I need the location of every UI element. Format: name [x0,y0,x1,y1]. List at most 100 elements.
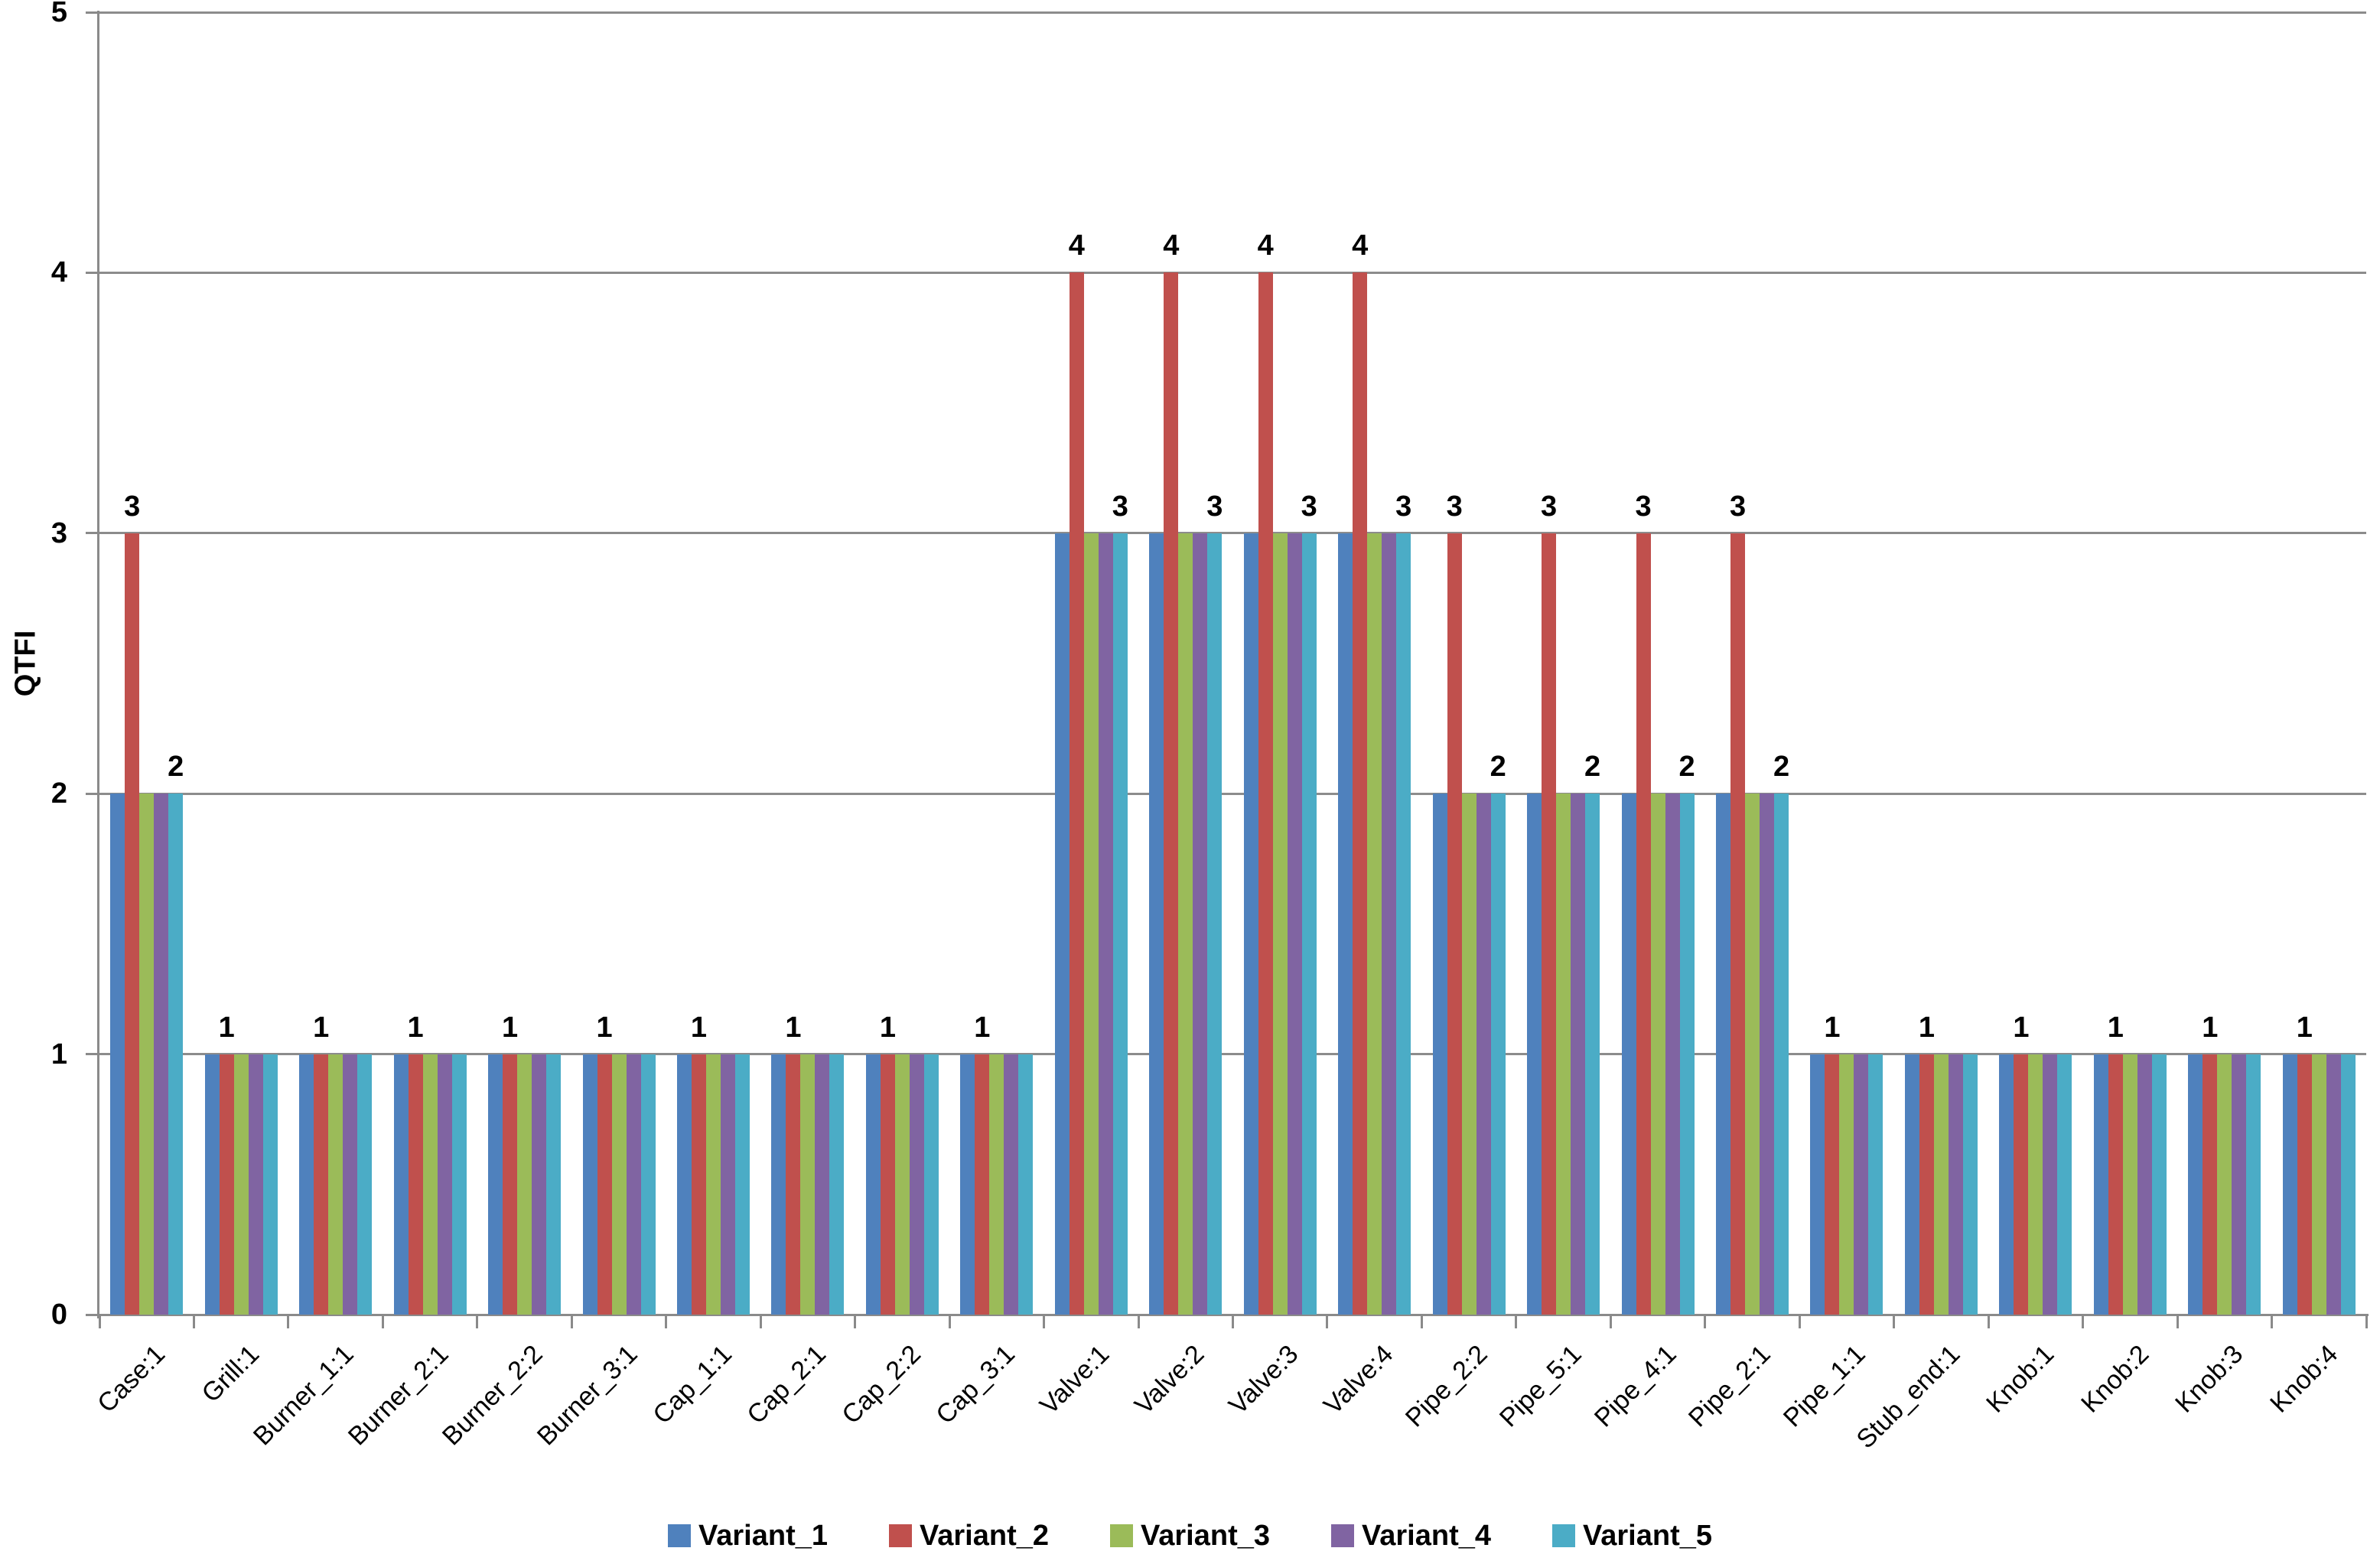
x-category-label: Pipe_2:1 [1683,1339,1776,1433]
data-label: 2 [1773,751,1790,784]
x-axis-tick [1704,1316,1707,1328]
bar [1934,1054,1949,1315]
bar [1477,794,1491,1315]
data-label: 1 [2296,1011,2313,1044]
bar [2094,1054,2108,1315]
x-category-label: Knob:2 [2075,1339,2154,1419]
bar [2326,1054,2341,1315]
x-category-label: Grill:1 [196,1339,265,1409]
bar [1999,1054,2014,1315]
x-axis-tick [1987,1316,1990,1328]
bar [1273,533,1288,1315]
bar [2232,1054,2246,1315]
bar [205,1054,220,1315]
data-label: 3 [1112,490,1128,523]
data-label: 4 [1068,230,1085,262]
gridline [99,532,2366,535]
y-axis-tick [86,271,98,274]
x-axis-tick [381,1316,384,1328]
bar [1070,272,1084,1315]
data-label: 2 [168,751,184,784]
x-axis-tick [98,1316,101,1328]
x-axis-tick [2082,1316,2085,1328]
legend-item: Variant_4 [1331,1521,1491,1550]
bar [1636,533,1651,1315]
data-label: 1 [596,1011,613,1044]
bar [2297,1054,2312,1315]
bar [1774,794,1789,1315]
x-axis-tick [192,1316,195,1328]
bar [168,794,183,1315]
bar [234,1054,249,1315]
x-category-label: Pipe_4:1 [1588,1339,1682,1433]
legend-swatch-variant_2 [889,1524,912,1547]
bar [866,1054,881,1315]
data-label: 4 [1257,230,1274,262]
bar [1905,1054,1919,1315]
legend-label: Variant_3 [1141,1520,1270,1552]
x-category-label: Valve:3 [1223,1339,1304,1420]
data-label: 3 [1206,490,1223,523]
x-category-label: Cap_2:2 [836,1339,926,1430]
data-label: 2 [1490,751,1506,784]
legend-item: Variant_1 [668,1521,828,1550]
y-axis-tick [86,792,98,795]
y-axis-tick [86,1053,98,1056]
legend-label: Variant_4 [1362,1520,1491,1552]
data-label: 1 [690,1011,708,1044]
bar [1491,794,1506,1315]
bar [1288,533,1302,1315]
x-axis-tick [665,1316,668,1328]
bar [895,1054,910,1315]
bar [692,1054,706,1315]
bar [910,1054,924,1315]
bar [110,794,125,1315]
legend-item: Variant_3 [1110,1521,1270,1550]
bar [786,1054,800,1315]
data-label: 1 [2202,1011,2219,1044]
bar [1055,533,1070,1315]
x-category-label: Burner_1:1 [248,1339,360,1452]
bar [1338,533,1353,1315]
bar [1556,794,1571,1315]
data-label: 4 [1163,230,1180,262]
y-axis-title: QTFI [9,630,42,697]
x-category-label: Knob:4 [2264,1339,2343,1419]
bar [1382,533,1396,1315]
bar [706,1054,721,1315]
bar [517,1054,532,1315]
bar [2057,1054,2072,1315]
x-axis-tick [2365,1316,2368,1328]
x-axis-tick [1232,1316,1234,1328]
bar [2246,1054,2261,1315]
x-axis-tick [854,1316,857,1328]
bar [641,1054,656,1315]
data-label: 3 [1635,490,1652,523]
gridline [99,792,2366,795]
data-label: 4 [1352,230,1369,262]
bar [2341,1054,2356,1315]
y-tick-label: 0 [50,1299,67,1331]
bar [2028,1054,2043,1315]
bar [1367,533,1382,1315]
bar [452,1054,467,1315]
data-label: 1 [501,1011,519,1044]
x-category-label: Pipe_1:1 [1777,1339,1871,1433]
x-axis-tick [1609,1316,1612,1328]
data-label: 1 [313,1011,330,1044]
bar [488,1054,503,1315]
legend-item: Variant_2 [889,1521,1049,1550]
gridline [99,1053,2366,1056]
bar [1447,533,1462,1315]
x-category-label: Burner_2:2 [437,1339,549,1452]
x-category-label: Valve:4 [1317,1339,1399,1420]
bar [1760,794,1774,1315]
bar [1949,1054,1963,1315]
x-axis-tick [1798,1316,1801,1328]
bar [1462,794,1477,1315]
bar [328,1054,343,1315]
data-label: 1 [879,1011,896,1044]
x-category-label: Pipe_5:1 [1494,1339,1588,1433]
y-tick-label: 5 [50,0,67,28]
bar [677,1054,692,1315]
